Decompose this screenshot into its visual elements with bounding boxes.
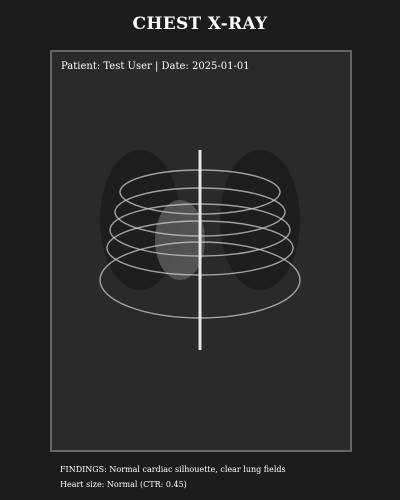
page-title: CHEST X-RAY — [132, 14, 268, 34]
right-lung-shape — [220, 150, 300, 290]
findings-text: FINDINGS: Normal cardiac silhouette, cle… — [60, 465, 286, 474]
patient-info-label: Patient: Test User | Date: 2025-01-01 — [61, 61, 250, 72]
heart-shape — [155, 200, 205, 280]
heart-size-text: Heart size: Normal (CTR: 0.45) — [60, 480, 187, 489]
findings-section: FINDINGS: Normal cardiac silhouette, cle… — [60, 462, 286, 492]
